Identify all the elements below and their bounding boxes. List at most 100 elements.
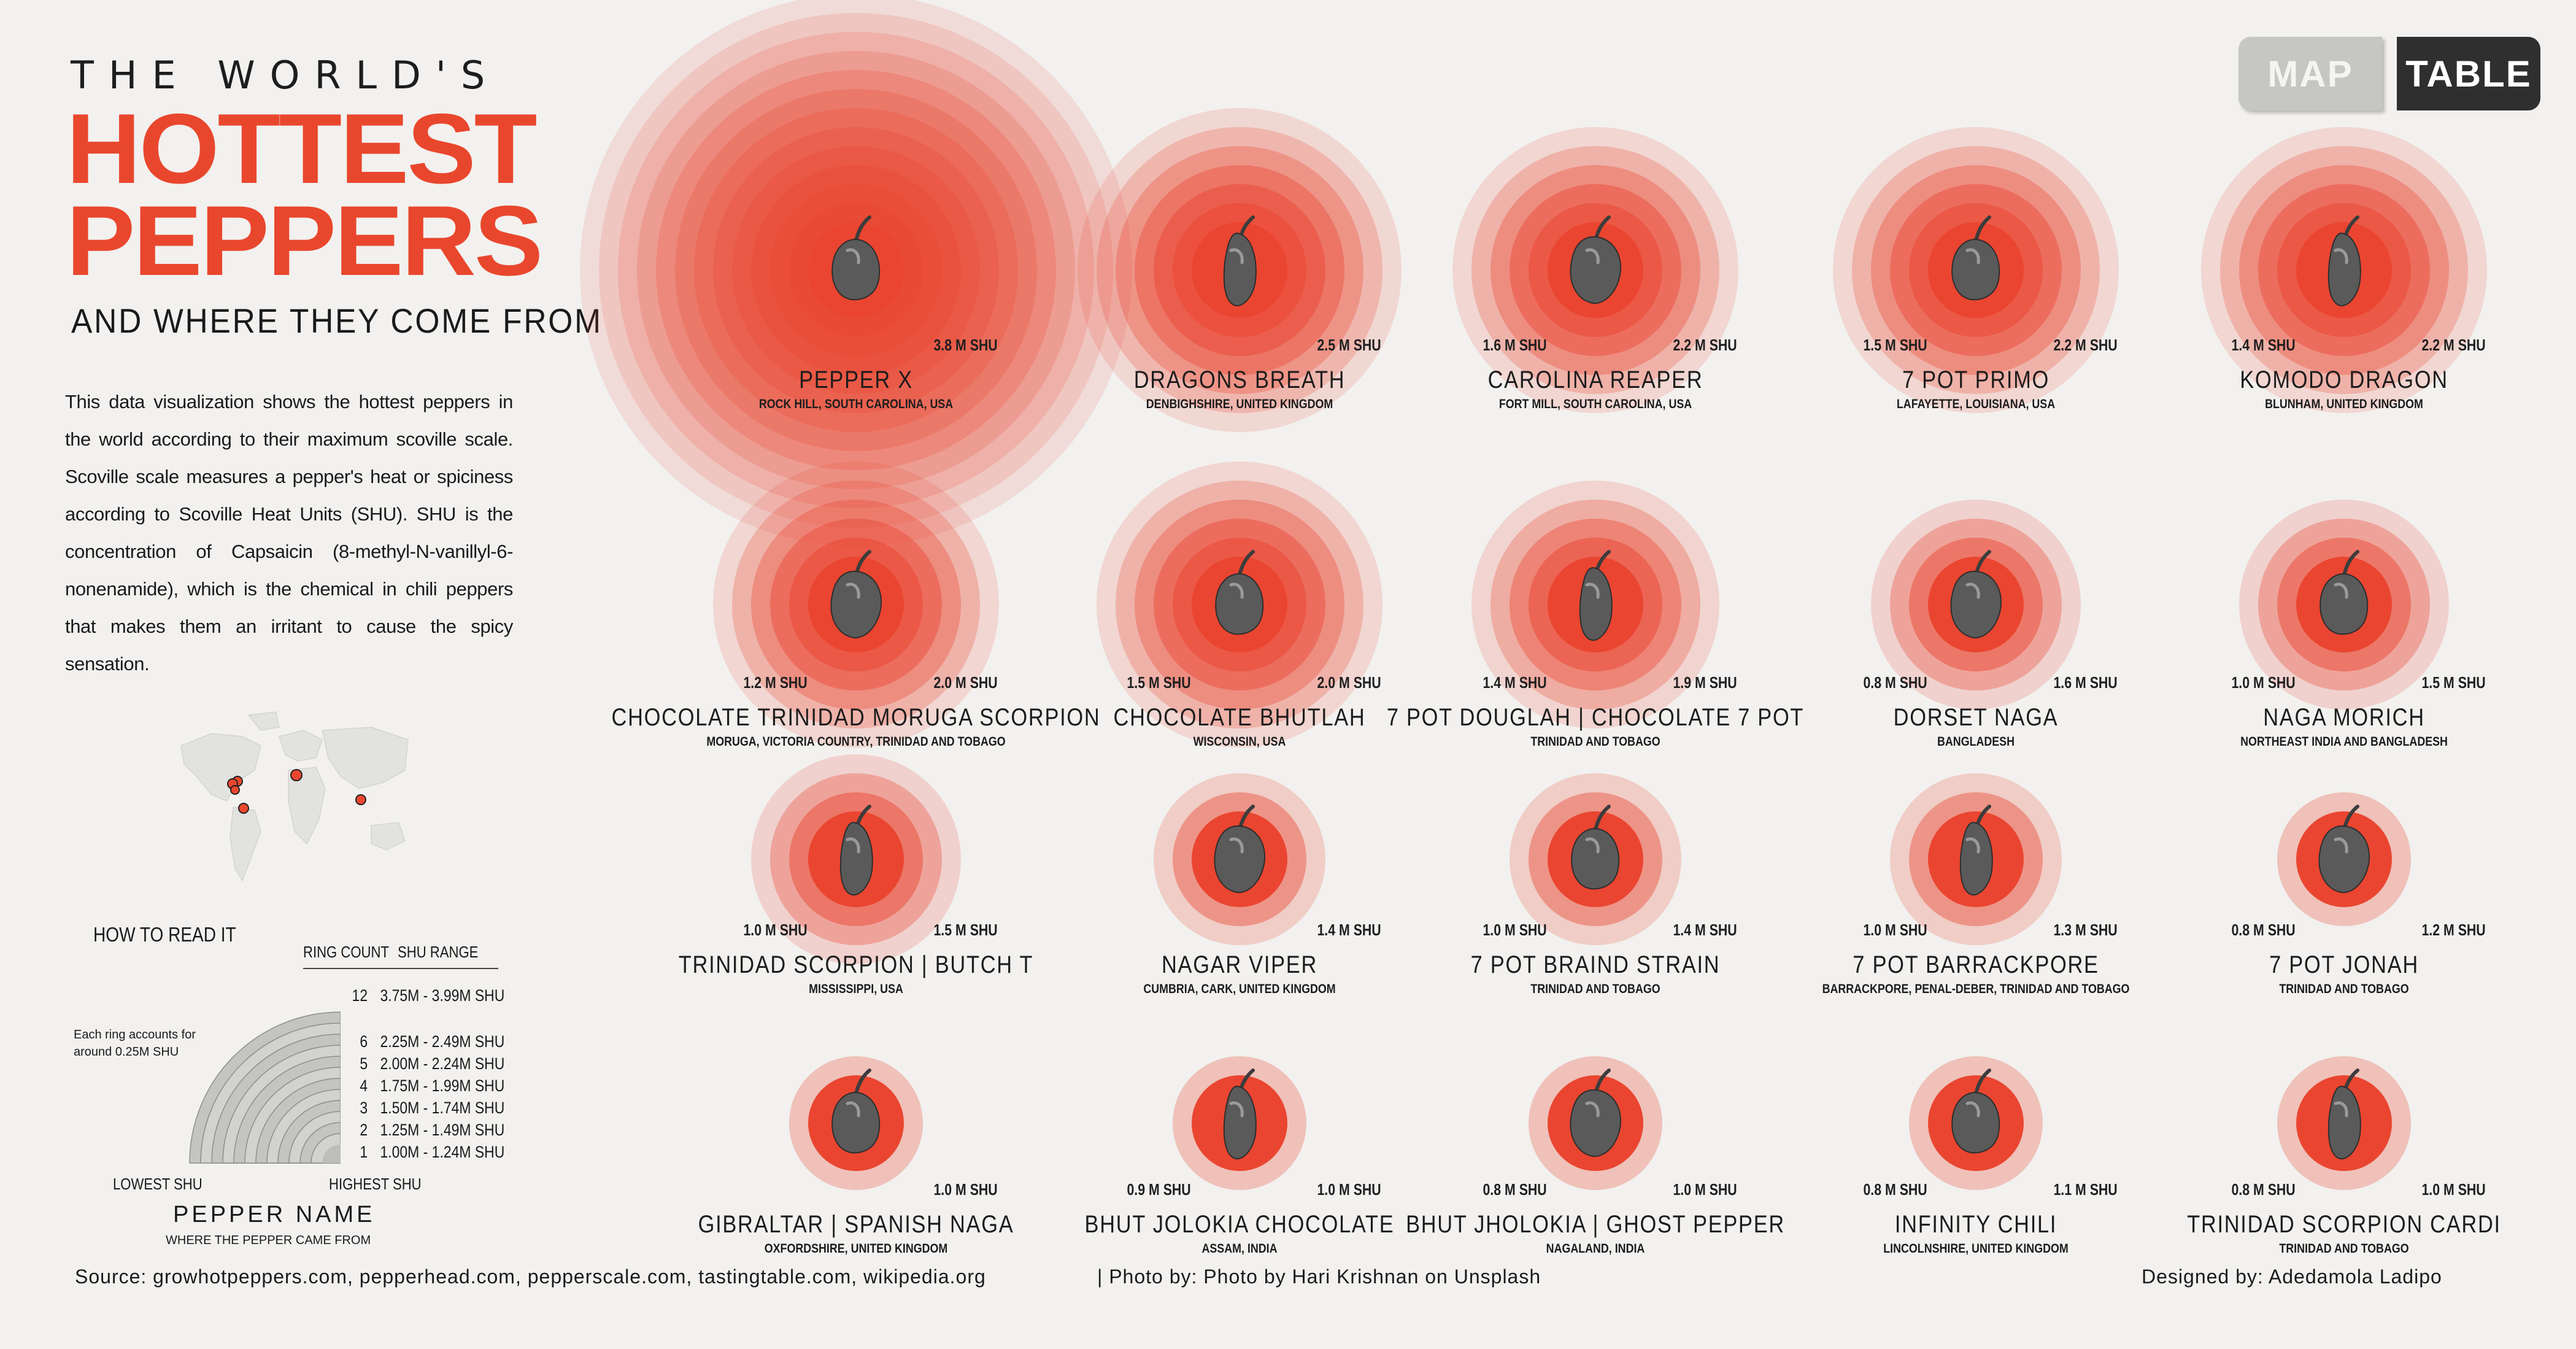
pepper-name: 7 POT JONAH xyxy=(2269,951,2419,978)
pepper-name: PEPPER X xyxy=(799,366,913,393)
pepper-name: CHOCOLATE TRINIDAD MORUGA SCORPION xyxy=(611,704,1101,731)
map-view-button[interactable]: MAP xyxy=(2239,37,2382,110)
pepper-name: TRINIDAD SCORPION | BUTCH T xyxy=(678,951,1034,978)
pepper-name: NAGA MORICH xyxy=(2263,704,2425,731)
legend-note: Each ring accounts for around 0.25M SHU xyxy=(74,1028,196,1059)
pepper-min-shu: 1.4 M SHU xyxy=(1483,673,1547,692)
legend-shu-range: 1.00M - 1.24M SHU xyxy=(380,1143,505,1161)
legend-highest-shu: HIGHEST SHU xyxy=(329,1175,422,1193)
legend-ring-diagram xyxy=(189,1011,341,1164)
legend-divider xyxy=(303,968,498,969)
pepper-min-shu: 0.8 M SHU xyxy=(1483,1180,1547,1199)
chili-pepper-icon xyxy=(1950,550,2002,639)
pepper-min-shu: 0.9 M SHU xyxy=(1127,1180,1191,1199)
table-view-button[interactable]: TABLE xyxy=(2397,37,2540,110)
pepper-max-shu: 1.0 M SHU xyxy=(2421,1180,2486,1199)
chili-pepper-icon xyxy=(831,1069,881,1154)
pepper-name: TRINIDAD SCORPION CARDI xyxy=(2187,1211,2501,1238)
pepper-origin: TRINIDAD AND TOBAGO xyxy=(2279,982,2409,996)
world-map-icon xyxy=(180,711,409,882)
chili-pepper-icon xyxy=(1570,1069,1622,1158)
chili-pepper-icon xyxy=(1959,805,1993,896)
chili-pepper-icon xyxy=(1951,1069,2000,1154)
chili-pepper-icon xyxy=(1570,215,1622,304)
subtitle: AND WHERE THEY COME FROM xyxy=(71,301,603,340)
chili-pepper-icon xyxy=(2327,215,2361,307)
pepper-min-shu: 1.6 M SHU xyxy=(1483,336,1547,354)
legend-col-shu-range: SHU RANGE xyxy=(398,943,479,961)
chili-pepper-icon xyxy=(830,550,882,639)
pepper-max-shu: 2.0 M SHU xyxy=(1317,673,1381,692)
pepper-min-shu: 1.5 M SHU xyxy=(1127,673,1191,692)
pepper-max-shu: 1.1 M SHU xyxy=(2053,1180,2118,1199)
pepper-origin: CUMBRIA, CARK, UNITED KINGDOM xyxy=(1143,982,1336,996)
world-map-thumbnail xyxy=(169,703,426,905)
pepper-origin: MISSISSIPPI, USA xyxy=(809,982,903,996)
pepper-origin: BARRACKPORE, PENAL-DEBER, TRINIDAD AND T… xyxy=(1822,982,2130,996)
chili-pepper-icon xyxy=(831,215,881,301)
pepper-name: 7 POT BARRACKPORE xyxy=(1853,951,2099,978)
pepper-name: CAROLINA REAPER xyxy=(1487,366,1703,393)
chili-pepper-icon xyxy=(1951,215,2000,301)
chili-pepper-icon xyxy=(1215,550,1264,635)
pepper-max-shu: 1.4 M SHU xyxy=(1673,921,1737,939)
pepper-origin: OXFORDSHIRE, UNITED KINGDOM xyxy=(764,1242,948,1256)
pepper-min-shu: 0.8 M SHU xyxy=(2231,1180,2296,1199)
pepper-min-shu: 1.0 M SHU xyxy=(743,921,808,939)
legend-lowest-shu: LOWEST SHU xyxy=(113,1175,202,1193)
pepper-origin: TRINIDAD AND TOBAGO xyxy=(2279,1242,2409,1256)
chili-pepper-icon xyxy=(1571,805,1620,890)
pepper-max-shu: 2.0 M SHU xyxy=(933,673,998,692)
legend-shu-range: 1.75M - 1.99M SHU xyxy=(380,1076,505,1095)
legend-row: 6 2.25M - 2.49M SHU xyxy=(344,1032,504,1051)
legend-row: 2 1.25M - 1.49M SHU xyxy=(344,1121,504,1140)
pepper-max-shu: 2.2 M SHU xyxy=(2421,336,2486,354)
legend-ring-core xyxy=(322,1145,341,1163)
pepper-origin: LINCOLNSHIRE, UNITED KINGDOM xyxy=(1883,1242,2069,1256)
pepper-origin: ROCK HILL, SOUTH CAROLINA, USA xyxy=(758,397,954,411)
title-top: THE WORLD'S xyxy=(71,53,500,98)
pepper-max-shu: 2.5 M SHU xyxy=(1317,336,1381,354)
legend-row: 12 3.75M - 3.99M SHU xyxy=(344,986,505,1005)
intro-paragraph: This data visualization shows the hottes… xyxy=(65,391,513,674)
pepper-max-shu: 2.2 M SHU xyxy=(1673,336,1737,354)
pepper-origin: TRINIDAD AND TOBAGO xyxy=(1530,982,1660,996)
pepper-max-shu: 3.8 M SHU xyxy=(933,336,998,354)
pepper-name: NAGAR VIPER xyxy=(1161,951,1318,978)
pepper-max-shu: 1.0 M SHU xyxy=(1317,1180,1381,1199)
pepper-max-shu: 1.9 M SHU xyxy=(1673,673,1737,692)
legend-shu-range: 1.50M - 1.74M SHU xyxy=(380,1099,505,1117)
pepper-name: GIBRALTAR | SPANISH NAGA xyxy=(698,1211,1014,1238)
chili-pepper-icon xyxy=(2327,1069,2361,1160)
legend-col-ring-count: RING COUNT xyxy=(303,943,389,961)
pepper-origin: TRINIDAD AND TOBAGO xyxy=(1530,735,1660,749)
chili-pepper-icon xyxy=(1223,1069,1257,1160)
pepper-name: BHUT JHOLOKIA | GHOST PEPPER xyxy=(1406,1211,1785,1238)
map-marker-icon xyxy=(227,769,366,814)
pepper-name: 7 POT BRAIND STRAIN xyxy=(1470,951,1721,978)
pepper-min-shu: 0.8 M SHU xyxy=(2231,921,2296,939)
footer-photo-credit: | Photo by: Photo by Hari Krishnan on Un… xyxy=(1097,1266,1541,1288)
pepper-max-shu: 1.0 M SHU xyxy=(933,1180,998,1199)
pepper-origin: ASSAM, INDIA xyxy=(1201,1242,1278,1256)
pepper-max-shu: 1.3 M SHU xyxy=(2053,921,2118,939)
pepper-origin: BLUNHAM, UNITED KINGDOM xyxy=(2265,397,2423,411)
pepper-max-shu: 1.4 M SHU xyxy=(1317,921,1381,939)
pepper-max-shu: 1.6 M SHU xyxy=(2053,673,2118,692)
title-hottest: HOTTEST xyxy=(66,93,538,204)
pepper-max-shu: 1.5 M SHU xyxy=(2421,673,2486,692)
legend-pepper-name: PEPPER NAME xyxy=(173,1202,376,1227)
legend-ring-count: 5 xyxy=(360,1054,368,1073)
chili-pepper-icon xyxy=(1223,215,1257,307)
pepper-min-shu: 1.5 M SHU xyxy=(1863,336,1927,354)
pepper-min-shu: 1.0 M SHU xyxy=(1863,921,1927,939)
pepper-origin: MORUGA, VICTORIA COUNTRY, TRINIDAD AND T… xyxy=(706,735,1006,749)
pepper-max-shu: 1.5 M SHU xyxy=(933,921,998,939)
pepper-origin: FORT MILL, SOUTH CAROLINA, USA xyxy=(1498,397,1692,411)
legend-row: 5 2.00M - 2.24M SHU xyxy=(344,1054,504,1073)
pepper-name: DRAGONS BREATH xyxy=(1133,366,1346,393)
legend-title: HOW TO READ IT xyxy=(93,923,236,946)
legend-ring-count: 3 xyxy=(360,1099,368,1117)
chili-pepper-icon xyxy=(2318,805,2370,894)
